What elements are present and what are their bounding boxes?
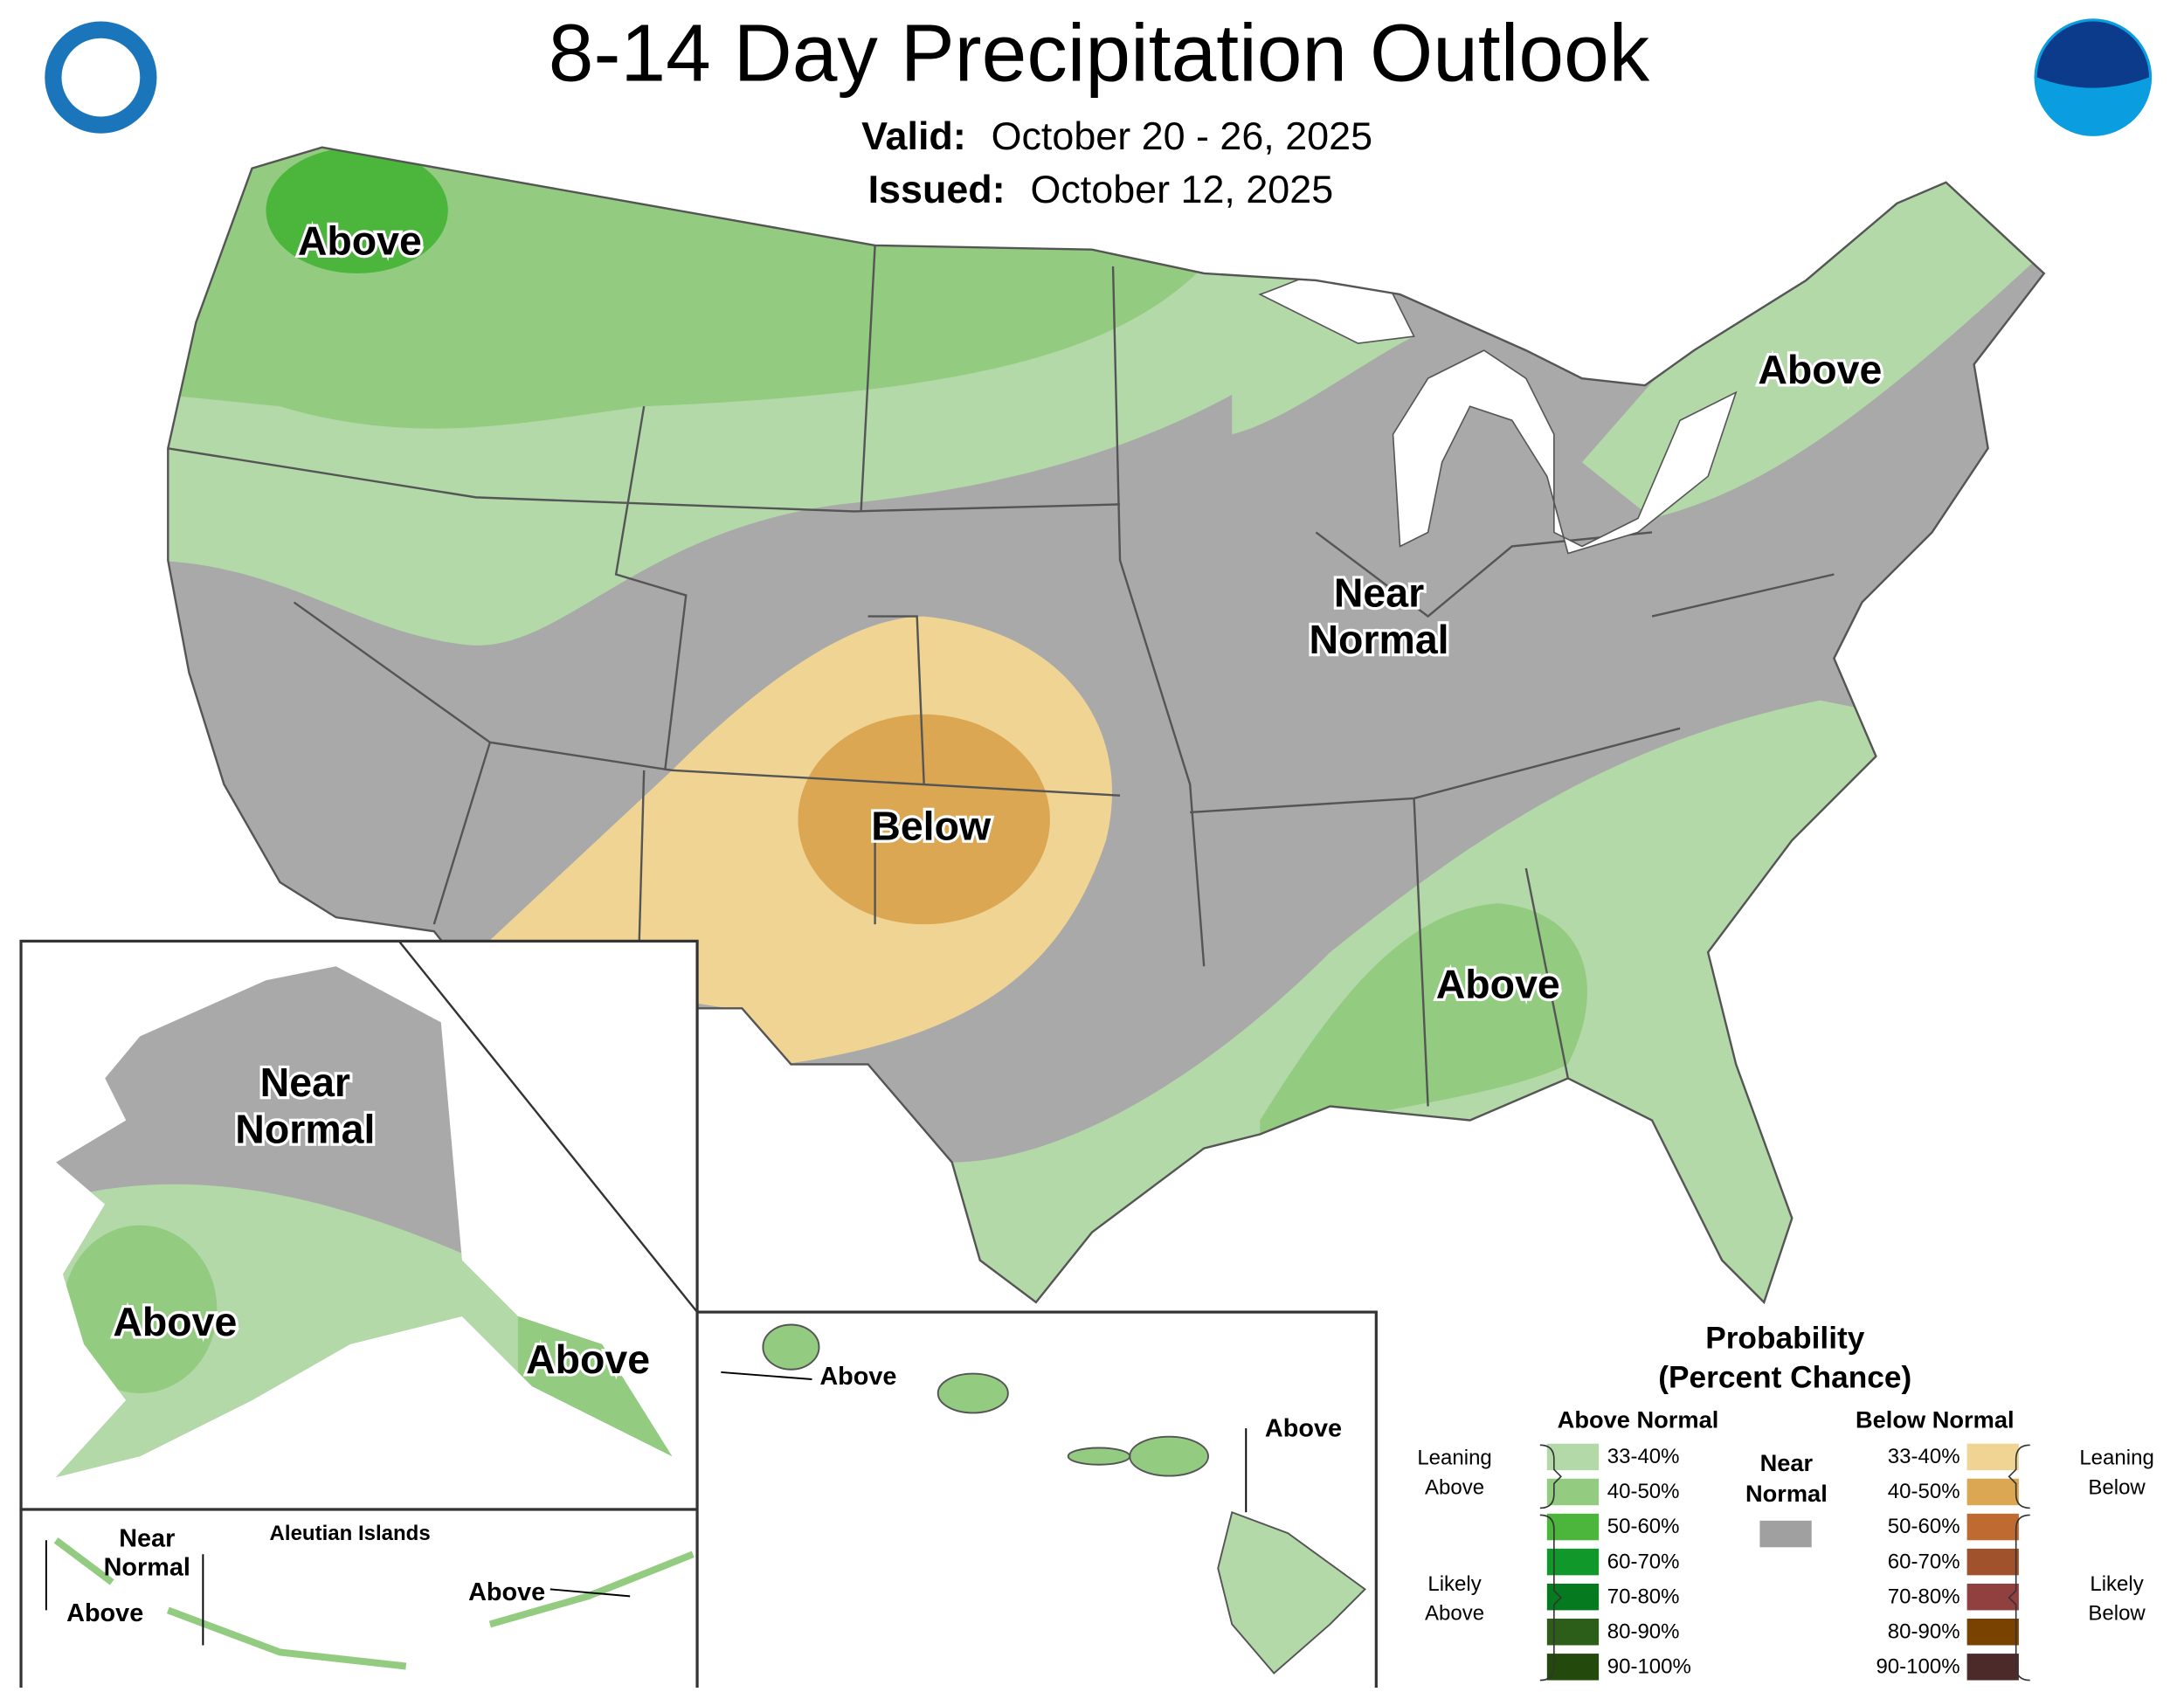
legend-title: (Percent Chance) [1658,1360,1911,1394]
valid-label: Valid: [861,114,966,158]
legend-item-label: 40-50% [1888,1480,1960,1503]
legend-group-label: Likely [1427,1572,1481,1596]
region-label: Above [1265,1414,1342,1442]
title: 8-14 Day Precipitation Outlook [549,7,1650,98]
legend-item-label: 90-100% [1607,1654,1691,1678]
region-label: Normal [1309,617,1448,662]
legend-swatch [1546,1443,1600,1471]
legend-item-label: 70-80% [1607,1585,1680,1608]
legend-near-label: Near [1760,1449,1814,1476]
legend-swatch [1546,1513,1600,1541]
legend-item-label: 50-60% [1607,1515,1680,1538]
region-label: Above [526,1336,650,1382]
region-label: Above [819,1363,896,1391]
noaa-logo-top [2036,21,2149,88]
region-label: Near [119,1524,175,1552]
legend-group-label: Likely [2090,1572,2143,1596]
legend-swatch [1966,1619,2019,1646]
region-label: Near [1334,570,1424,615]
legend-swatch [1966,1654,2019,1681]
legend-item-label: 60-70% [1607,1550,1680,1573]
issued-date: October 12, 2025 [1030,167,1333,211]
legend-item-label: 60-70% [1888,1550,1960,1573]
legend-group-label: Leaning [2079,1447,2153,1470]
legend-item-label: 70-80% [1888,1585,1960,1608]
region-label: Normal [104,1554,190,1582]
region-label: Near [260,1060,350,1105]
legend-item-label: 90-100% [1876,1654,1959,1678]
legend-item-label: 33-40% [1607,1445,1680,1468]
legend-swatch [1966,1548,2019,1576]
legend-swatch [1546,1548,1600,1576]
legend-swatch [1966,1443,2019,1471]
legend-group-label: Leaning [1417,1447,1491,1470]
legend-near-label: Normal [1745,1480,1828,1507]
legend-brace [1539,1444,1562,1509]
legend-item-label: 33-40% [1888,1445,1960,1468]
legend-swatch [1546,1583,1600,1611]
legend-swatch [1966,1583,2019,1611]
legend-header: Below Normal [1856,1405,2015,1433]
legend-swatch [1966,1478,2019,1506]
region-label: Above [468,1578,545,1606]
legend: Probability (Percent Chance) Above Normal B… [1417,1321,2154,1682]
legend-group-label: Below [2088,1602,2146,1626]
legend-group-label: Below [2088,1475,2146,1499]
legend-brace [2008,1514,2030,1682]
aleutian-islands [53,1537,695,1670]
legend-brace [2008,1444,2030,1509]
hawaii-islands [762,1323,1366,1675]
legend-header: Above Normal [1558,1405,1719,1433]
legend-item-label: 40-50% [1607,1480,1680,1503]
legend-swatch [1546,1478,1600,1506]
issued-label: Issued: [868,167,1006,211]
legend-swatch [1546,1619,1600,1646]
legend-item-label: 80-90% [1888,1619,1960,1643]
region-label: Above [1758,347,1882,392]
legend-group-label: Above [1425,1475,1484,1499]
aleutian-title: Aleutian Islands [270,1522,431,1545]
legend-swatch [1759,1520,1812,1548]
region-label: Above [113,1299,237,1344]
doc-logo-inner [61,38,141,117]
leader-lines [45,1371,1248,1646]
region-label: Above [66,1599,143,1627]
region-label: Above [1436,962,1560,1007]
legend-item-label: 50-60% [1888,1515,1960,1538]
map-labels: AboveBelowNearNormalAboveAboveNearNormal… [66,215,1884,1627]
legend-group-label: Above [1425,1602,1484,1626]
inset-connector [397,940,699,1313]
region-label: Normal [235,1107,375,1152]
legend-title: Probability [1705,1321,1865,1355]
legend-swatch [1546,1654,1600,1681]
legend-brace [1539,1514,1562,1682]
legend-item-label: 80-90% [1607,1619,1680,1643]
legend-swatch [1966,1513,2019,1541]
region-label: Below [871,803,992,848]
region-label: Above [298,218,422,264]
valid-date: October 20 - 26, 2025 [992,114,1372,158]
